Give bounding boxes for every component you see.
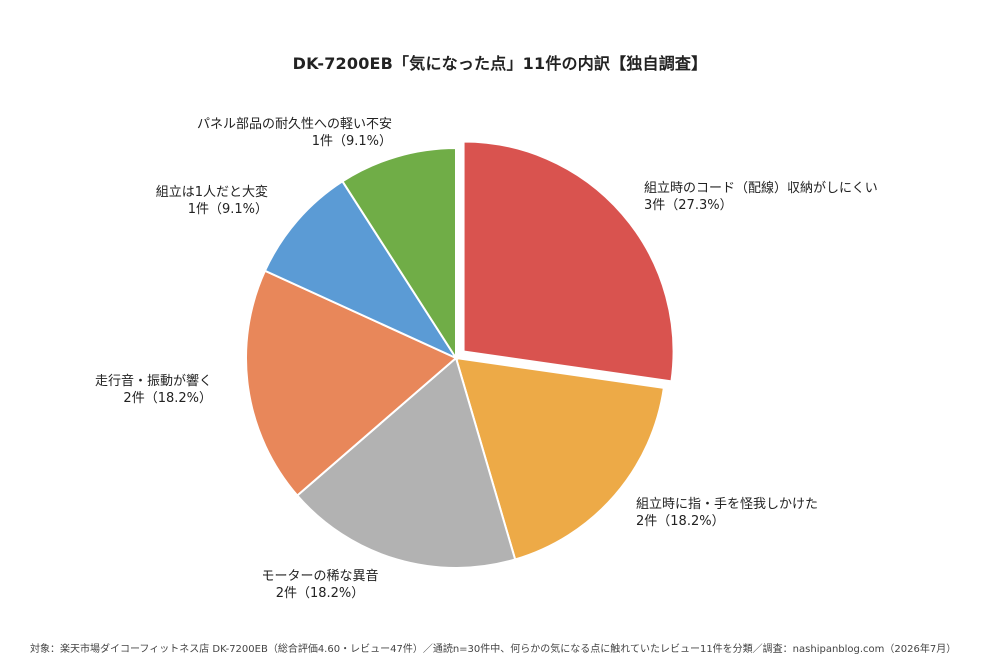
pie-slice-5 [263, 179, 459, 361]
slice-label-3: モーターの稀な異音 2件（18.2%） [261, 568, 378, 601]
pie-slice-4 [245, 269, 458, 497]
pie-slice-6 [341, 146, 457, 362]
slice-label-count: 2件（18.2%） [636, 514, 725, 529]
pie-slice-3 [295, 356, 517, 569]
pie-slices [245, 140, 675, 569]
slice-label-name: 走行音・振動が響く [95, 373, 212, 389]
slice-label-5: 組立は1人だと大変 1件（9.1%） [156, 184, 268, 217]
slice-label-name: モーターの稀な異音 [261, 568, 378, 584]
pie-labels: 組立時のコード（配線）収納がしにくい 3件（27.3%） 組立時に指・手を怪我しかけ… [95, 117, 878, 601]
slice-label-count: 3件（27.3%） [644, 198, 733, 213]
slice-label-4: 走行音・振動が響く 2件（18.2%） [95, 373, 212, 406]
footnote: 対象：楽天市場ダイコーフィットネス店 DK-7200EB（総合評価4.60・レビ… [30, 644, 957, 655]
slice-label-count: 1件（9.1%） [312, 134, 392, 149]
slice-label-count: 2件（18.2%） [123, 391, 212, 406]
pie-slice-2 [454, 356, 665, 561]
slice-label-count: 2件（18.2%） [276, 586, 365, 601]
slice-label-6: パネル部品の耐久性への軽い不安 1件（9.1%） [197, 117, 392, 149]
slice-label-name: 組立は1人だと大変 [156, 184, 268, 200]
slice-label-1: 組立時のコード（配線）収納がしにくい 3件（27.3%） [644, 180, 878, 213]
pie-slice-1 [462, 140, 675, 383]
slice-label-2: 組立時に指・手を怪我しかけた 2件（18.2%） [636, 497, 818, 529]
slice-label-name: 組立時のコード（配線）収納がしにくい [644, 180, 878, 196]
slice-label-name: パネル部品の耐久性への軽い不安 [197, 117, 392, 132]
slice-label-count: 1件（9.1%） [188, 202, 268, 217]
chart-title: DK-7200EB「気になった点」11件の内訳【独自調査】 [292, 54, 708, 73]
slice-label-name: 組立時に指・手を怪我しかけた [636, 497, 818, 512]
